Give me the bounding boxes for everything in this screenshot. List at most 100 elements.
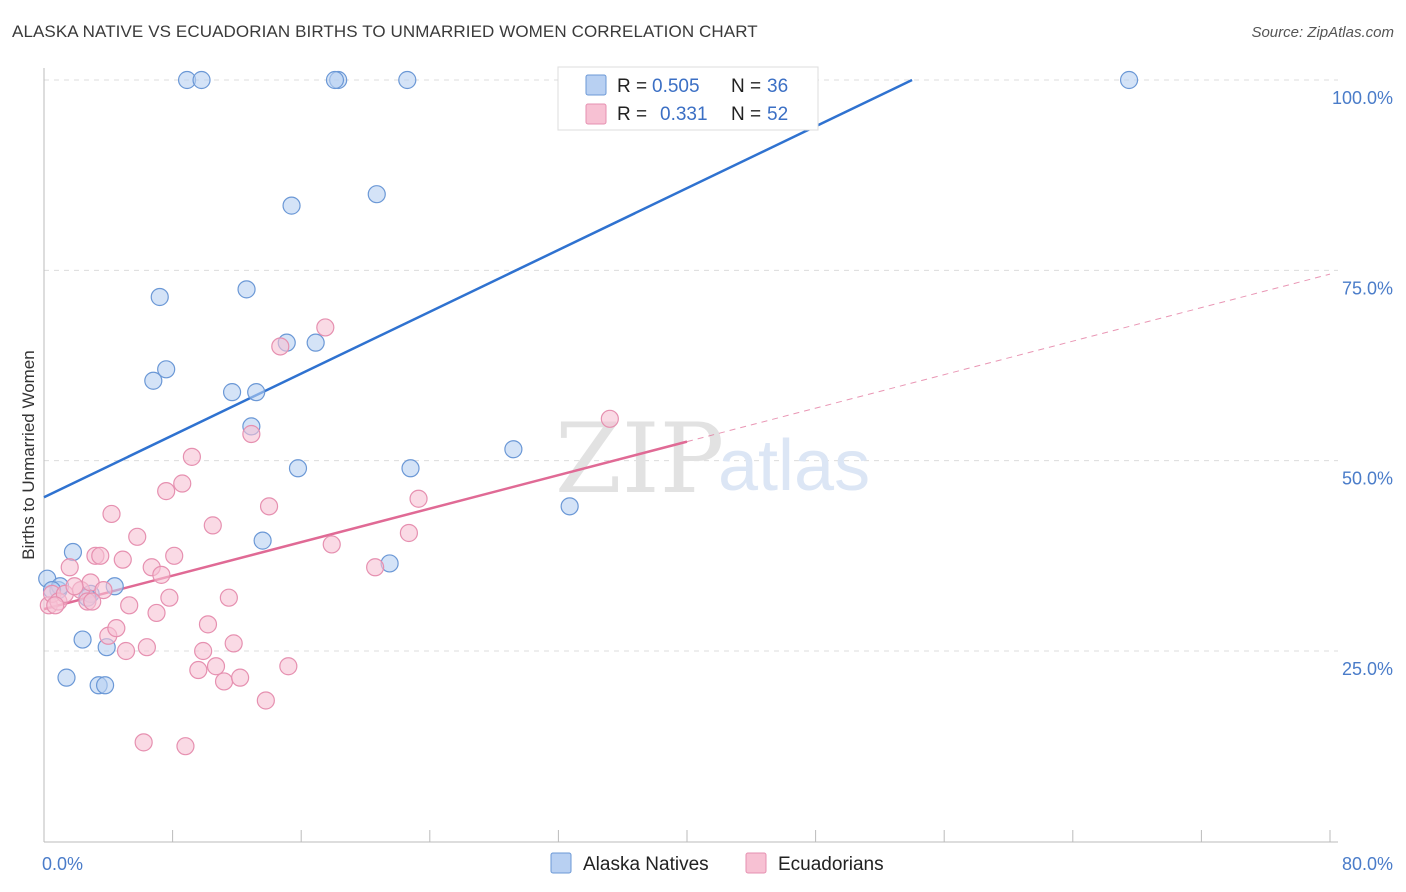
trend-line-ecuador-dashed [686,273,1331,443]
legend-swatch-ecuador [585,103,607,125]
trend-line-alaska [43,78,913,499]
ecuador-point [198,615,218,634]
ecuador-point [116,641,136,661]
ecuador-point [83,592,102,611]
ecuador-point [147,603,166,623]
ecuador-point [157,482,176,501]
alaska-point [237,280,256,299]
ecuador-point [242,424,261,444]
ecuador-point [271,337,290,356]
alaska-point [157,360,176,379]
legend-swatch-alaska [585,74,607,96]
alaska-point [222,383,242,402]
ecuador-point [316,318,335,337]
legend-r-value-ecuador: 0.331 [660,104,708,125]
bottom-legend-label-alaska: Alaska Natives [583,854,709,875]
watermark-zip: ZIP [555,403,724,515]
alaska-point [288,459,308,478]
ecuador-point [152,565,171,584]
alaska-point [192,70,211,90]
legend-r-label-ecuador: R = [617,104,647,125]
ecuador-point [231,668,250,687]
grid-lines [44,79,1338,652]
ecuador-point [409,489,428,508]
y-axis-label: Births to Unmarried Women [19,350,38,559]
ecuador-point [189,660,208,680]
legend-r-value-alaska: 0.505 [652,76,700,97]
ecuador-point [94,580,113,600]
ecuador-point [173,474,192,493]
watermark-atlas: atlas [718,426,870,506]
alaska-point [504,440,523,459]
axes [43,68,1338,843]
legend-n-value-ecuador: 52 [767,104,788,125]
trend-lines [43,78,1331,611]
ecuador-point [194,641,213,661]
chart-source: Source: ZipAtlas.com [1251,24,1394,41]
y-tick-label: 100.0% [1332,88,1393,108]
alaska-point [367,185,386,204]
ecuador-point [160,588,179,607]
legend-r-label-alaska: R = [617,76,647,97]
ecuador-point [279,657,298,676]
alaska-point [398,70,417,90]
ecuador-point [399,523,419,543]
y-tick-label: 75.0% [1342,278,1393,298]
bottom-legend-swatch-ecuador [745,852,767,874]
watermark: ZIP atlas [555,403,870,515]
ecuador-point [206,657,226,676]
bottom-legend-label-ecuador: Ecuadorians [778,854,884,875]
ecuador-point [219,588,238,607]
alaska-point [73,630,92,649]
ecuador-point [165,546,184,565]
ecuador-point [91,546,110,565]
alaska-point [144,371,163,390]
alaska-point [247,383,266,402]
tick-labels: 25.0% 50.0% 75.0% 100.0% 0.0% 80.0% [42,88,1393,874]
ecuador-point [600,409,619,428]
alaska-point [150,287,169,307]
ecuador-point [224,634,243,653]
ecuador-point [322,535,341,554]
trend-line-ecuador [43,440,688,611]
ecuador-point [203,516,222,535]
legend-box: R = 0.505 N = 36 R = 0.331 N = 52 [557,66,819,131]
ecuador-point [182,447,201,466]
ecuador-point [137,638,156,657]
alaska-point [57,668,76,687]
ecuador-point [176,737,195,756]
legend-n-label-alaska: N = [731,76,761,97]
ecuador-point [60,558,79,577]
alaska-point [1119,70,1139,90]
alaska-point [282,196,301,215]
alaska-point [95,676,115,695]
x-tick-label: 0.0% [42,854,83,874]
ecuador-point [128,527,147,546]
ecuador-point [46,596,65,615]
chart-title: ALASKA NATIVE VS ECUADORIAN BIRTHS TO UN… [12,22,758,41]
ecuador-point [214,672,234,691]
y-tick-label: 25.0% [1342,659,1393,679]
legend-n-label-ecuador: N = [731,104,761,125]
y-tick-label: 50.0% [1342,469,1393,489]
legend-n-value-alaska: 36 [767,76,788,97]
ecuador-point [113,550,132,569]
ecuador-point [134,733,153,752]
bottom-legend: Alaska Natives Ecuadorians [550,852,884,875]
alaska-point [306,333,325,352]
alaska-point [325,70,345,90]
alaska-point [401,459,420,478]
ecuador-point [102,504,121,524]
ecuador-point [259,497,279,516]
ecuador-point [65,577,84,596]
x-tick-label: 80.0% [1342,854,1393,874]
ecuador-point [107,619,126,638]
alaska-point [560,497,579,516]
ecuador-point [366,558,385,577]
alaska-point [253,531,272,550]
ecuador-point [120,596,139,615]
ecuador-point [256,691,275,710]
alaska-point [63,542,83,562]
data-points [38,70,1139,756]
